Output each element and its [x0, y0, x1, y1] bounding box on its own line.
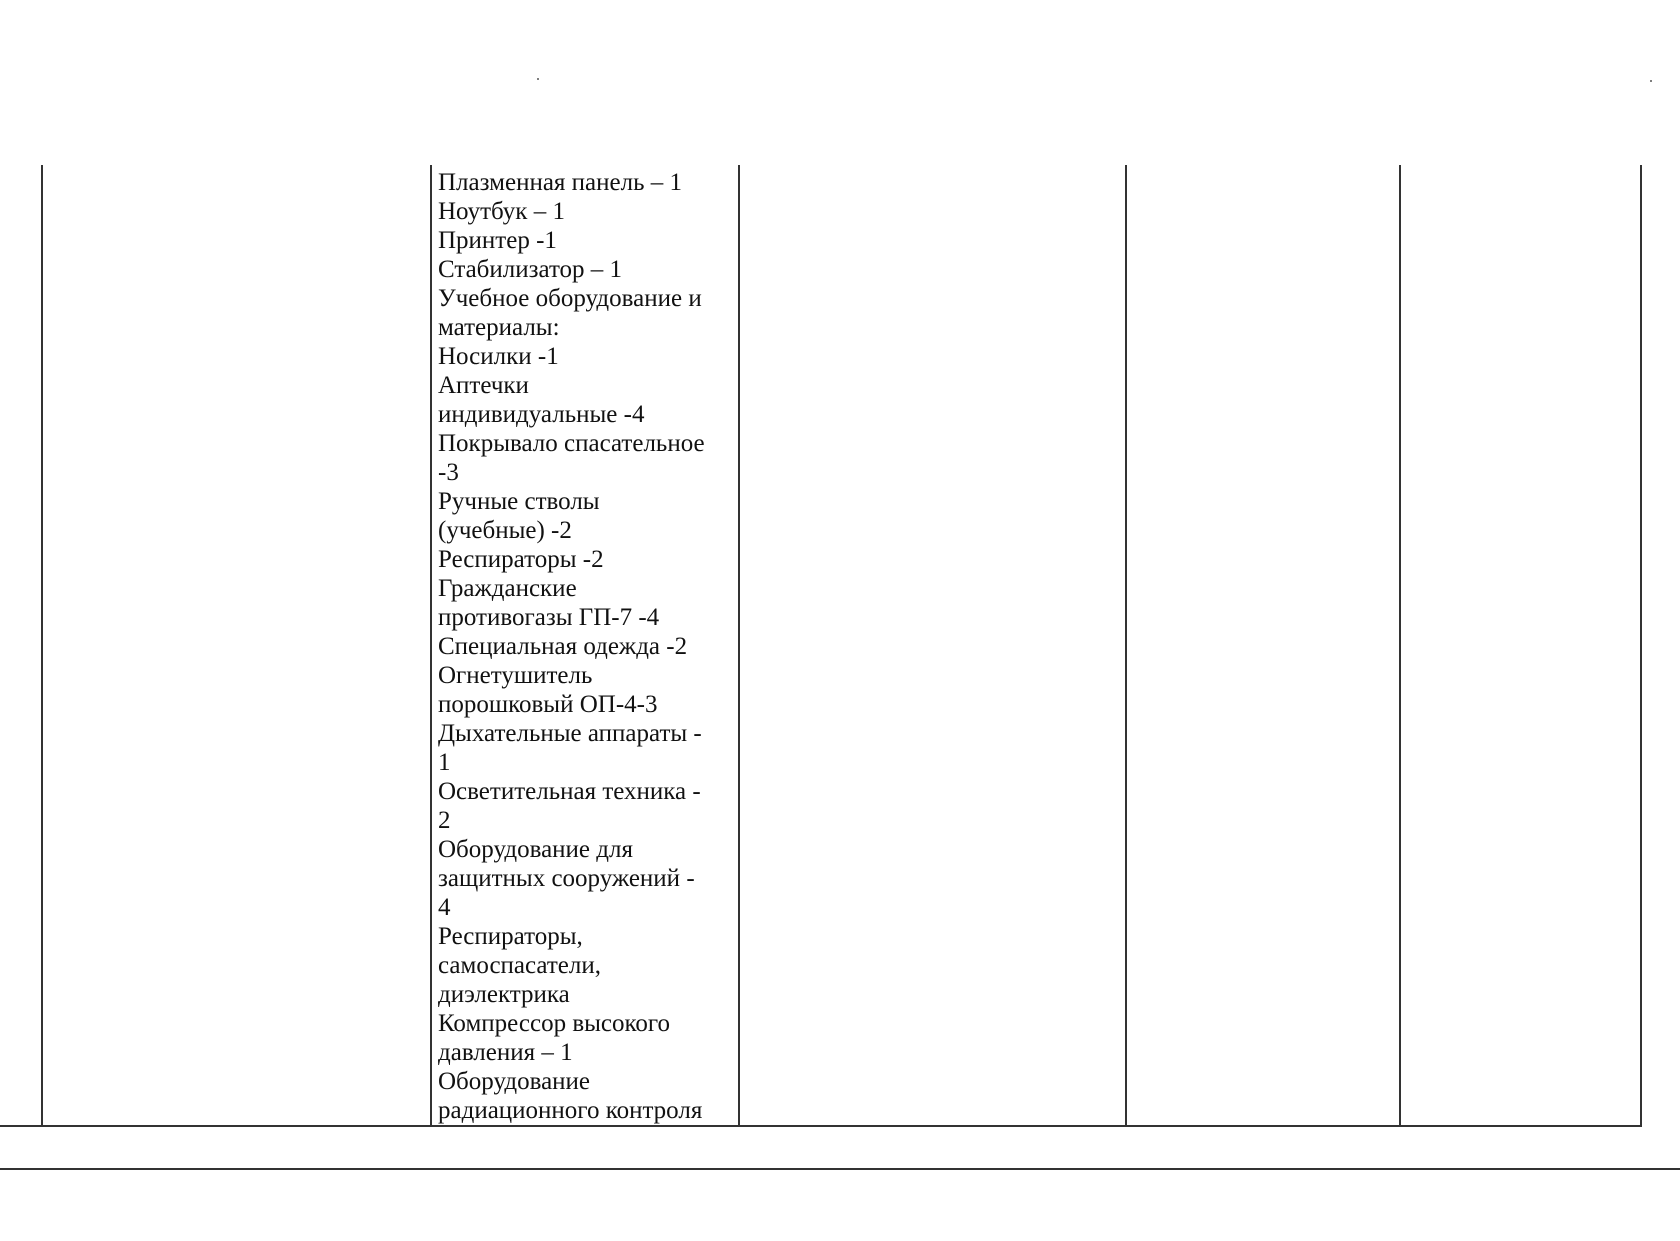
equipment-line: Оборудование для — [438, 836, 633, 863]
column-border — [1125, 165, 1127, 1126]
equipment-line: порошковый ОП-4-3 — [438, 691, 658, 718]
equipment-line: индивидуальные -4 — [438, 401, 645, 428]
equipment-line: Стабилизатор – 1 — [438, 256, 623, 283]
equipment-line: защитных сооружений - — [438, 865, 695, 892]
scan-speck — [537, 78, 539, 80]
equipment-line: -3 — [438, 459, 459, 486]
equipment-line: Покрывало спасательное — [438, 430, 705, 457]
equipment-line: Специальная одежда -2 — [438, 633, 688, 660]
equipment-line: Плазменная панель – 1 — [438, 169, 682, 196]
table-bottom-border — [0, 1125, 1642, 1127]
equipment-line: Осветительная техника - — [438, 778, 701, 805]
equipment-line: Компрессор высокого — [438, 1010, 671, 1037]
equipment-line: Носилки -1 — [438, 343, 559, 370]
scan-speck — [1650, 80, 1652, 82]
column-border — [41, 165, 43, 1126]
equipment-line: (учебные) -2 — [438, 517, 572, 544]
equipment-line: 2 — [438, 807, 451, 834]
column-border — [1399, 165, 1401, 1126]
equipment-line: Принтер -1 — [438, 227, 557, 254]
equipment-line: Огнетушитель — [438, 662, 593, 689]
equipment-line: Дыхательные аппараты - — [438, 720, 702, 747]
equipment-line: диэлектрика — [438, 981, 570, 1008]
equipment-line: Ноутбук – 1 — [438, 198, 565, 225]
column-border — [430, 165, 432, 1126]
column-border — [738, 165, 740, 1126]
equipment-line: 1 — [438, 749, 451, 776]
equipment-line: 4 — [438, 894, 451, 921]
equipment-line: Респираторы -2 — [438, 546, 604, 573]
equipment-line: Ручные стволы — [438, 488, 600, 515]
equipment-line: давления – 1 — [438, 1039, 573, 1066]
equipment-line: материалы: — [438, 314, 560, 341]
equipment-line: Аптечки — [438, 372, 529, 399]
equipment-line: Оборудование — [438, 1068, 591, 1095]
column-border — [1640, 165, 1642, 1126]
equipment-line: радиационного контроля — [438, 1097, 703, 1124]
equipment-cell: Плазменная панель – 1 Ноутбук – 1 Принтер … — [438, 168, 738, 1125]
equipment-line: Респираторы, — [438, 923, 583, 950]
equipment-line: противогазы ГП-7 -4 — [438, 604, 660, 631]
equipment-line: самоспасатели, — [438, 952, 601, 979]
equipment-line: Гражданские — [438, 575, 577, 602]
equipment-line: Учебное оборудование и — [438, 285, 702, 312]
page-rule — [0, 1168, 1680, 1170]
